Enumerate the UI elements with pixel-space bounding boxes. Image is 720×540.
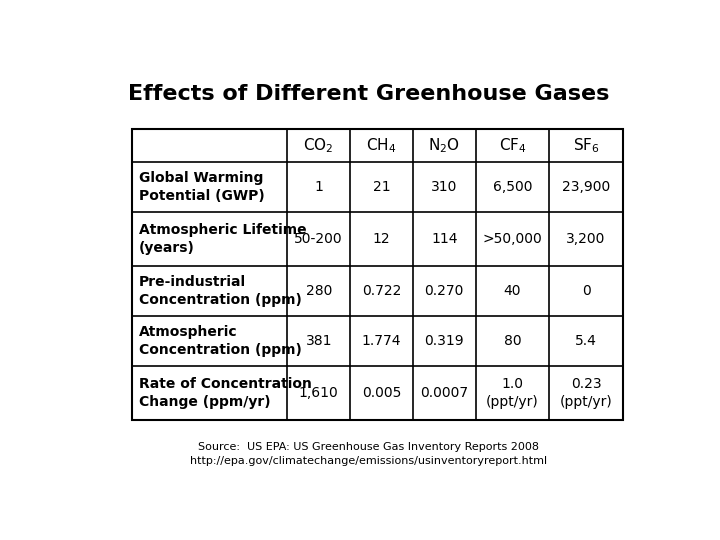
Text: 21: 21	[373, 180, 390, 194]
Text: N$_2$O: N$_2$O	[428, 136, 460, 155]
Text: 1: 1	[315, 180, 323, 194]
Text: Pre-industrial
Concentration (ppm): Pre-industrial Concentration (ppm)	[139, 275, 302, 307]
Text: 23,900: 23,900	[562, 180, 610, 194]
Text: 6,500: 6,500	[492, 180, 532, 194]
Text: 0: 0	[582, 284, 590, 298]
Text: 0.005: 0.005	[361, 386, 401, 400]
Text: >50,000: >50,000	[482, 232, 542, 246]
Text: 280: 280	[305, 284, 332, 298]
Text: Atmospheric Lifetime
(years): Atmospheric Lifetime (years)	[139, 223, 307, 255]
Text: 0.319: 0.319	[424, 334, 464, 348]
Text: 114: 114	[431, 232, 457, 246]
Text: 40: 40	[504, 284, 521, 298]
Text: 310: 310	[431, 180, 457, 194]
Text: CF$_4$: CF$_4$	[498, 136, 526, 155]
Text: 1.774: 1.774	[361, 334, 401, 348]
Text: Rate of Concentration
Change (ppm/yr): Rate of Concentration Change (ppm/yr)	[139, 377, 312, 409]
Text: 3,200: 3,200	[567, 232, 606, 246]
Text: 50-200: 50-200	[294, 232, 343, 246]
Text: 0.722: 0.722	[361, 284, 401, 298]
Text: 12: 12	[373, 232, 390, 246]
Text: 80: 80	[503, 334, 521, 348]
Text: 1,610: 1,610	[299, 386, 338, 400]
Text: 381: 381	[305, 334, 332, 348]
Text: SF$_6$: SF$_6$	[572, 136, 600, 155]
Text: 1.0
(ppt/yr): 1.0 (ppt/yr)	[486, 377, 539, 409]
Text: 0.0007: 0.0007	[420, 386, 468, 400]
Text: Effects of Different Greenhouse Gases: Effects of Different Greenhouse Gases	[128, 84, 610, 104]
Text: 0.23
(ppt/yr): 0.23 (ppt/yr)	[559, 377, 613, 409]
Text: Atmospheric
Concentration (ppm): Atmospheric Concentration (ppm)	[139, 325, 302, 357]
Text: Source:  US EPA: US Greenhouse Gas Inventory Reports 2008
http://epa.gov/climate: Source: US EPA: US Greenhouse Gas Invent…	[190, 442, 548, 465]
Text: CO$_2$: CO$_2$	[303, 136, 334, 155]
Text: 0.270: 0.270	[425, 284, 464, 298]
Text: Global Warming
Potential (GWP): Global Warming Potential (GWP)	[139, 171, 265, 203]
Text: CH$_4$: CH$_4$	[366, 136, 397, 155]
Text: 5.4: 5.4	[575, 334, 597, 348]
